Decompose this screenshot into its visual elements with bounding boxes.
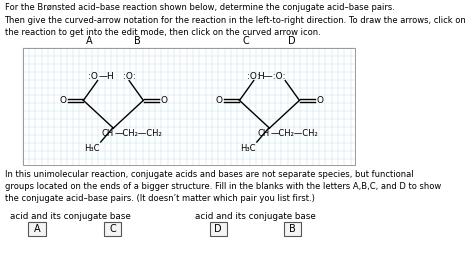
Text: O: O — [59, 96, 66, 105]
Text: :Ȯ: :Ȯ — [88, 72, 98, 81]
Text: CH: CH — [257, 129, 269, 138]
Text: :Ȯ:: :Ȯ: — [123, 72, 136, 81]
Text: acid and its conjugate base: acid and its conjugate base — [195, 212, 316, 221]
Text: C: C — [242, 36, 249, 46]
Text: In this unimolecular reaction, conjugate acids and bases are not separate specie: In this unimolecular reaction, conjugate… — [5, 170, 441, 203]
Bar — [283, 222, 301, 236]
Text: O: O — [215, 96, 222, 105]
Text: A: A — [86, 36, 93, 46]
Text: D: D — [214, 224, 222, 234]
Text: :Ȯ:: :Ȯ: — [247, 72, 260, 81]
Bar — [23, 48, 356, 165]
Text: H₃C: H₃C — [83, 144, 99, 153]
Text: D: D — [288, 36, 295, 46]
Text: H—:Ȯ:: H—:Ȯ: — [257, 72, 285, 81]
Text: A: A — [34, 224, 40, 234]
Text: For the Brønsted acid–base reaction shown below, determine the conjugate acid–ba: For the Brønsted acid–base reaction show… — [5, 3, 466, 37]
Text: O: O — [317, 96, 324, 105]
Text: B: B — [289, 224, 296, 234]
Text: —CH₂—CH₂: —CH₂—CH₂ — [115, 129, 163, 138]
Bar — [210, 222, 227, 236]
Text: O: O — [161, 96, 168, 105]
Text: H₃C: H₃C — [240, 144, 255, 153]
Text: —H: —H — [99, 72, 114, 81]
Bar — [28, 222, 46, 236]
Text: C: C — [109, 224, 116, 234]
Text: —CH₂—CH₂: —CH₂—CH₂ — [271, 129, 319, 138]
Text: B: B — [134, 36, 140, 46]
Text: acid and its conjugate base: acid and its conjugate base — [10, 212, 131, 221]
Text: CH: CH — [101, 129, 113, 138]
Bar — [104, 222, 121, 236]
